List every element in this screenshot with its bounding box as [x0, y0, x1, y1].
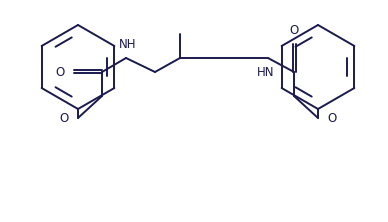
Text: O: O [55, 65, 65, 79]
Text: NH: NH [119, 38, 137, 50]
Text: O: O [327, 111, 337, 125]
Text: O: O [289, 24, 299, 36]
Text: O: O [59, 111, 69, 125]
Text: HN: HN [257, 65, 275, 79]
